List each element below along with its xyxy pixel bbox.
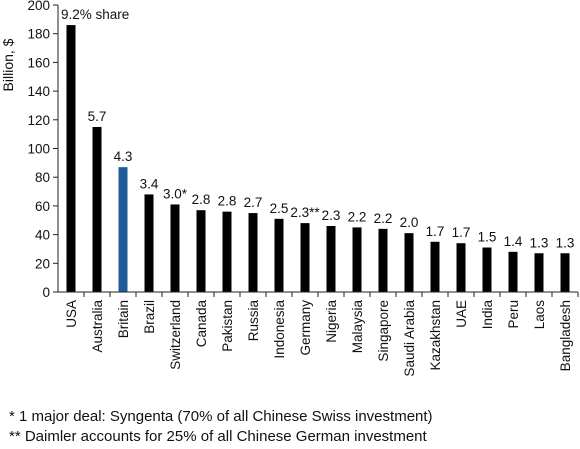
y-tick-label: 0 xyxy=(42,285,50,300)
footnote-daimler: ** Daimler accounts for 25% of all Chine… xyxy=(9,428,427,445)
value-label-switzerland: 3.0* xyxy=(163,186,188,201)
value-label-pakistan: 2.8 xyxy=(218,194,237,209)
bar-laos xyxy=(534,253,544,292)
x-tick-label-germany: Germany xyxy=(298,300,313,356)
y-tick-label: 60 xyxy=(35,199,50,214)
y-tick-label: 180 xyxy=(27,27,50,42)
y-axis-ticks: 0 20 40 60 80 100 120 140 160 180 200 xyxy=(27,0,58,300)
x-tick-label-uae: UAE xyxy=(454,300,469,328)
bar-india xyxy=(482,247,492,292)
x-tick-label-russia: Russia xyxy=(246,300,261,342)
value-label-peru: 1.4 xyxy=(504,234,523,249)
value-label-usa: 9.2% share xyxy=(61,7,129,22)
y-tick-label: 160 xyxy=(27,55,50,70)
bar-uae xyxy=(456,243,466,292)
y-tick-label: 80 xyxy=(35,170,50,185)
value-label-britain: 4.3 xyxy=(114,149,133,164)
bar-nigeria xyxy=(326,225,336,292)
bar-russia xyxy=(248,213,258,292)
bars xyxy=(66,25,579,297)
value-label-india: 1.5 xyxy=(478,230,497,245)
value-label-indonesia: 2.5 xyxy=(270,201,289,216)
value-label-bangladesh: 1.3 xyxy=(556,235,575,250)
y-tick-label: 200 xyxy=(27,0,50,13)
value-label-brazil: 3.4 xyxy=(140,176,159,191)
x-tick-label-switzerland: Switzerland xyxy=(168,300,183,370)
y-tick-label: 140 xyxy=(27,84,50,99)
bar-brazil xyxy=(144,194,154,292)
bar-pakistan xyxy=(222,211,232,292)
x-tick-label-malaysia: Malaysia xyxy=(350,300,365,354)
x-tick-label-usa: USA xyxy=(64,300,79,328)
bar-australia xyxy=(92,126,102,292)
bar-peru xyxy=(508,251,518,292)
x-tick-label-brazil: Brazil xyxy=(142,300,157,334)
x-tick-label-bangladesh: Bangladesh xyxy=(558,300,573,371)
x-tick-label-australia: Australia xyxy=(90,300,105,353)
x-tick-label-nigeria: Nigeria xyxy=(324,300,339,343)
bar-kazakhstan xyxy=(430,241,440,292)
y-tick-label: 100 xyxy=(27,142,50,157)
x-tick-label-canada: Canada xyxy=(194,300,209,348)
y-tick-label: 20 xyxy=(35,256,50,271)
x-tick-label-singapore: Singapore xyxy=(376,300,391,362)
value-label-uae: 1.7 xyxy=(452,225,471,240)
value-label-laos: 1.3 xyxy=(530,235,549,250)
axes xyxy=(57,5,578,293)
bar-chart: Billion, $ 0 20 40 60 80 100 120 140 160 180 200 9… xyxy=(0,0,579,377)
x-tick-label-britain: Britain xyxy=(116,300,131,338)
value-label-malaysia: 2.2 xyxy=(348,209,367,224)
value-label-canada: 2.8 xyxy=(192,192,211,207)
x-tick-label-india: India xyxy=(480,300,495,330)
footnote-syngenta: * 1 major deal: Syngenta (70% of all Chi… xyxy=(9,408,433,425)
value-label-germany: 2.3** xyxy=(290,205,320,220)
bar-bangladesh xyxy=(560,253,570,292)
bar-malaysia xyxy=(352,227,362,292)
x-tick-label-pakistan: Pakistan xyxy=(220,300,235,352)
value-label-nigeria: 2.3 xyxy=(322,208,341,223)
bar-saudi-arabia xyxy=(404,233,414,292)
x-tick-label-indonesia: Indonesia xyxy=(272,300,287,359)
bar-switzerland xyxy=(170,204,180,292)
value-label-russia: 2.7 xyxy=(244,195,263,210)
bar-singapore xyxy=(378,228,388,292)
bar-canada xyxy=(196,210,206,292)
x-tick-label-peru: Peru xyxy=(506,300,521,329)
y-tick-label: 120 xyxy=(27,113,50,128)
y-axis-label-group: Billion, $ xyxy=(0,38,16,91)
value-label-australia: 5.7 xyxy=(88,109,107,124)
y-tick-label: 40 xyxy=(35,228,50,243)
bar-britain xyxy=(118,167,128,292)
value-labels: 9.2% share 5.7 4.3 3.4 3.0* 2.8 2.8 2.7 2.5 2.3**… xyxy=(61,7,574,250)
chart-svg: Billion, $ 0 20 40 60 80 100 120 140 160 180 200 9… xyxy=(0,0,579,377)
y-axis-title: Billion, $ xyxy=(0,38,16,91)
bar-usa xyxy=(66,25,76,293)
footnotes: * 1 major deal: Syngenta (70% of all Chi… xyxy=(9,407,574,447)
value-label-singapore: 2.2 xyxy=(374,211,393,226)
x-tick-label-laos: Laos xyxy=(532,300,547,330)
bar-indonesia xyxy=(274,218,284,292)
value-label-kazakhstan: 1.7 xyxy=(426,224,445,239)
x-tick-label-saudi-arabia: Saudi Arabia xyxy=(402,300,417,377)
x-axis-labels: USA Australia Britain Brazil Switzerland Cana… xyxy=(64,300,573,377)
value-label-saudi-arabia: 2.0 xyxy=(400,215,419,230)
bar-germany xyxy=(300,223,310,292)
x-tick-label-kazakhstan: Kazakhstan xyxy=(428,300,443,371)
